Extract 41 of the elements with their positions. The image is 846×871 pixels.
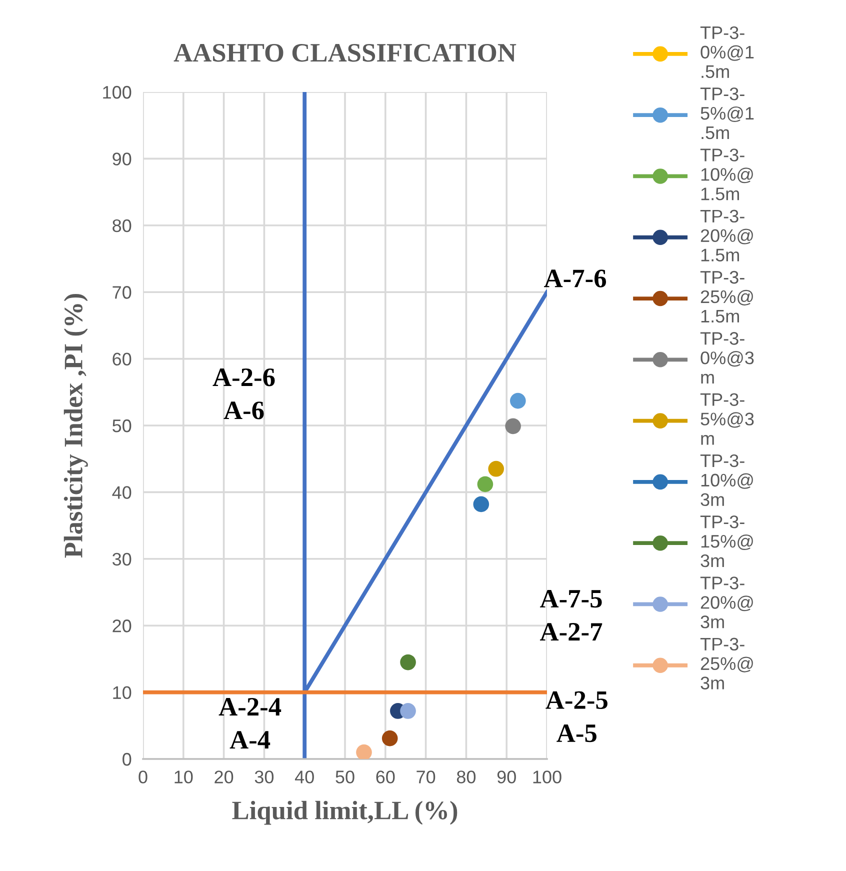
x-tick-label: 40 xyxy=(294,770,314,784)
legend-label: TP-3- 25%@ 1.5m xyxy=(700,270,753,323)
x-tick-label: 0 xyxy=(138,770,148,784)
y-tick-label: 40 xyxy=(112,486,132,499)
y-tick-label: 90 xyxy=(112,152,132,166)
y-tick-label: 10 xyxy=(113,686,132,700)
legend-label: TP-3- 10%@ 1.5m xyxy=(700,148,753,200)
y-tick-label: 20 xyxy=(112,620,132,632)
y-tick-label: 30 xyxy=(112,552,132,566)
legend-label: TP-3- 20%@ 1.5m xyxy=(700,210,753,262)
x-tick-label: 90 xyxy=(497,770,516,784)
x-tick-label: 20 xyxy=(214,770,234,784)
legend-label: TP-3- 5%@3 m xyxy=(700,393,754,445)
legend-label: TP-3- 0%@3 m xyxy=(700,332,754,384)
y-tick-label: 60 xyxy=(112,352,132,366)
y-tick-label: 80 xyxy=(112,219,132,232)
x-tick-label: 70 xyxy=(416,770,436,784)
legend-label: TP-3- 25%@ 3m xyxy=(700,638,753,690)
y-tick-label: 50 xyxy=(112,419,132,432)
legend-label: TP-3- 0%@1 .5m xyxy=(700,26,754,78)
annotation: A-2-6 A-6 xyxy=(212,368,275,420)
y-tick-label: 100 xyxy=(103,86,132,99)
annotation: A-2-4 A-4 xyxy=(218,698,282,749)
x-tick-label: 30 xyxy=(254,770,274,784)
x-tick-label: 80 xyxy=(456,770,476,784)
legend-label: TP-3- 20%@ 3m xyxy=(700,576,753,628)
x-tick-label: 10 xyxy=(174,770,193,784)
legend-label: TP-3- 10%@ 3m xyxy=(700,454,753,506)
legend-label: TP-3- 15%@ 3m xyxy=(700,515,753,568)
y-axis-title: Plasticity Index ,PI (%) xyxy=(64,294,88,558)
x-tick-label: 60 xyxy=(376,770,395,784)
legend-label: TP-3- 5%@1 .5m xyxy=(700,87,754,140)
chart-title: AASHTO CLASSIFICATION xyxy=(174,44,516,62)
y-tick-label: 70 xyxy=(112,286,132,299)
x-axis-title: Liquid limit,LL (%) xyxy=(232,800,458,825)
x-tick-label: 100 xyxy=(533,770,562,784)
annotation: A-7-5 A-2-7 xyxy=(540,590,602,640)
x-tick-label: 50 xyxy=(336,770,354,784)
annotation: A-2-5 A-5 xyxy=(546,691,608,742)
annotation: A-7-6 xyxy=(544,270,606,288)
y-tick-label: 0 xyxy=(122,752,132,766)
